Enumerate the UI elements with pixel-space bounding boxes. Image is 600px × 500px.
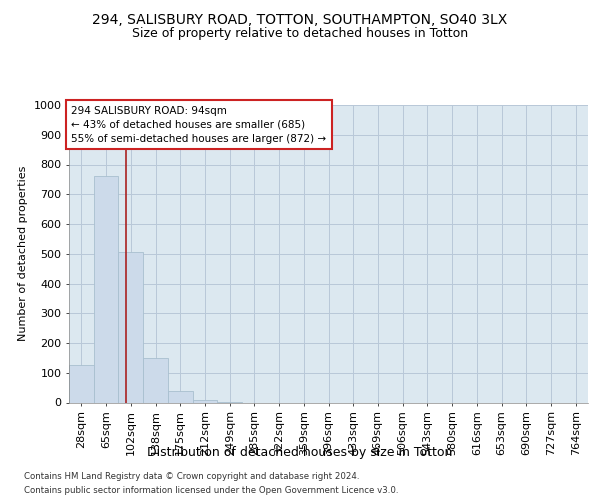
Bar [94, 176, 118, 402]
Text: Distribution of detached houses by size in Totton: Distribution of detached houses by size … [148, 446, 452, 459]
Bar [69, 366, 94, 403]
Text: Contains public sector information licensed under the Open Government Licence v3: Contains public sector information licen… [24, 486, 398, 495]
Y-axis label: Number of detached properties: Number of detached properties [18, 166, 28, 342]
Bar [118, 252, 143, 402]
Bar [143, 358, 168, 403]
Text: 294, SALISBURY ROAD, TOTTON, SOUTHAMPTON, SO40 3LX: 294, SALISBURY ROAD, TOTTON, SOUTHAMPTON… [92, 12, 508, 26]
Text: Contains HM Land Registry data © Crown copyright and database right 2024.: Contains HM Land Registry data © Crown c… [24, 472, 359, 481]
Bar [168, 390, 193, 402]
Text: Size of property relative to detached houses in Totton: Size of property relative to detached ho… [132, 28, 468, 40]
Text: 294 SALISBURY ROAD: 94sqm
← 43% of detached houses are smaller (685)
55% of semi: 294 SALISBURY ROAD: 94sqm ← 43% of detac… [71, 106, 326, 144]
Bar [193, 400, 217, 402]
